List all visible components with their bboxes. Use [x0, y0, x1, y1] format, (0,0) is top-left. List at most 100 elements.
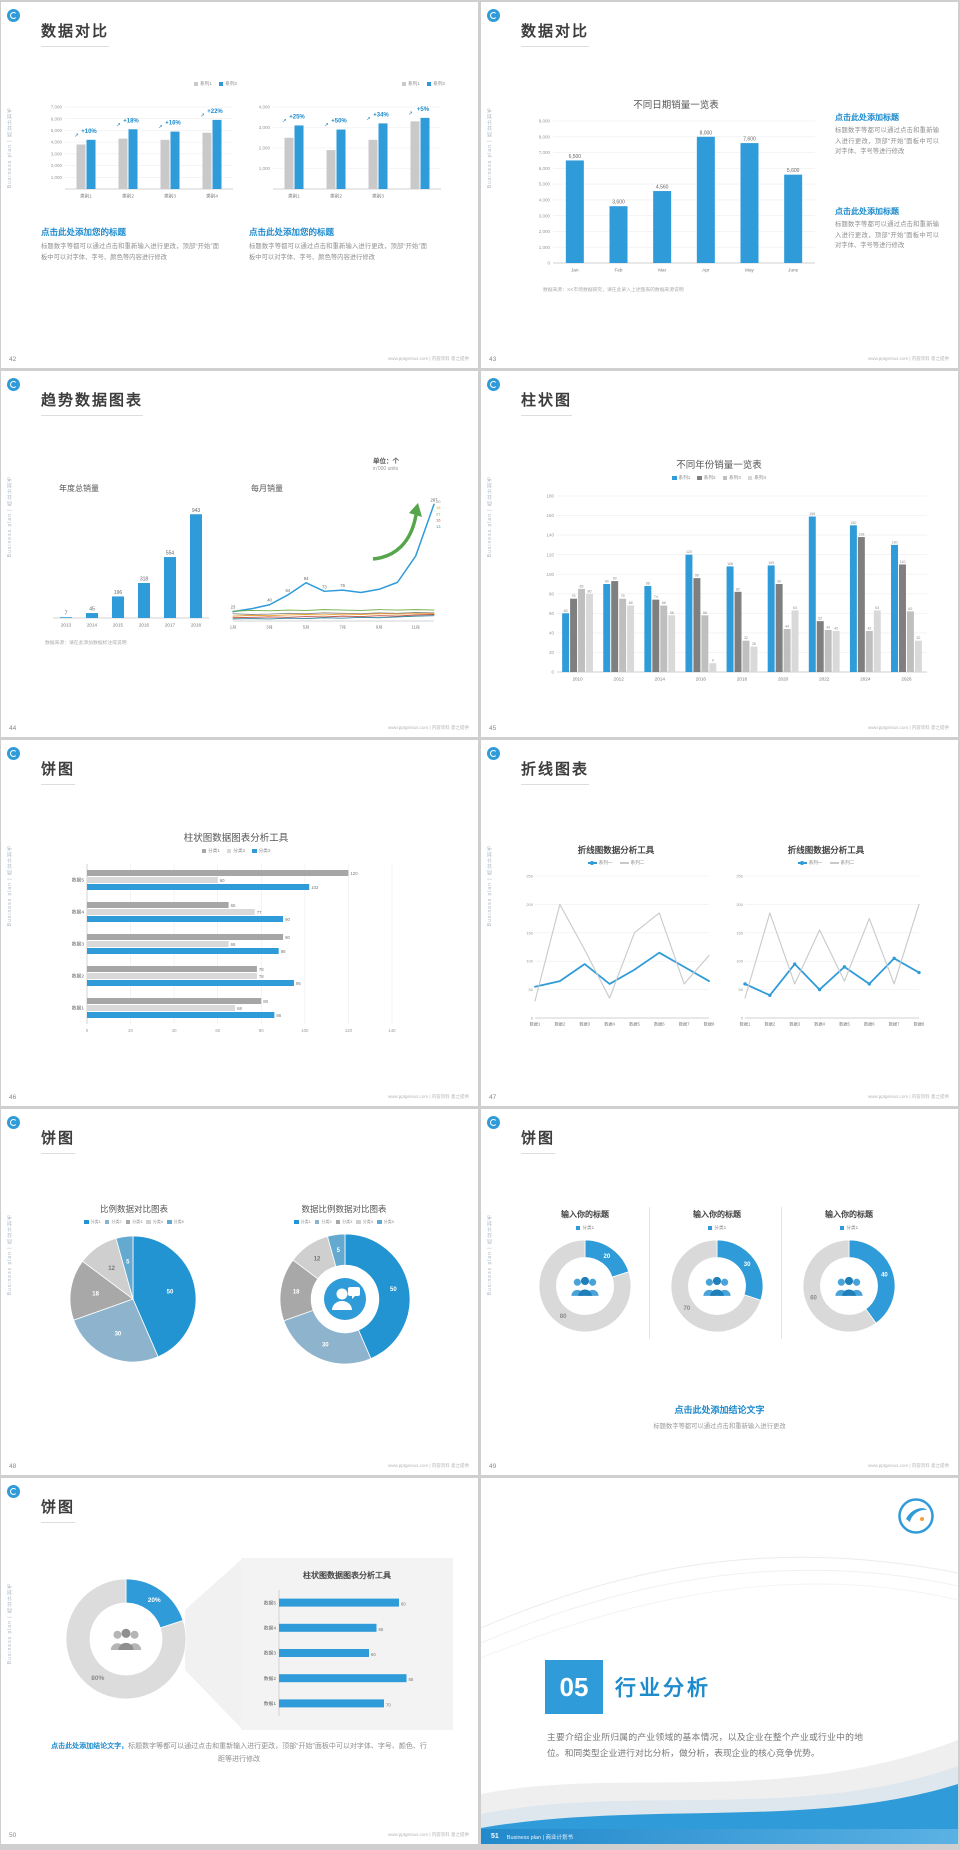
svg-text:5月: 5月: [303, 625, 310, 631]
svg-text:0: 0: [531, 1016, 534, 1021]
page-number: 50: [9, 1832, 17, 1839]
svg-text:82: 82: [736, 587, 740, 591]
svg-text:2018: 2018: [737, 677, 748, 682]
slide-title: 饼图: [521, 1127, 556, 1154]
grouped-bar-chart-left: 1,000 2,000 3,000 4,000 5,000 6,000 7,000 +10% ↗…: [41, 92, 237, 200]
svg-text:20: 20: [436, 499, 441, 504]
slide-45[interactable]: Business plan | 商业计划书 柱状图 不同年份销量一览表 系列1 系…: [481, 371, 958, 737]
svg-text:7,600: 7,600: [743, 137, 756, 143]
pie-chart: 50 30 18 12 5: [69, 1235, 197, 1363]
unit-sublabel: in'000 units: [373, 466, 399, 472]
svg-text:数据4: 数据4: [264, 1625, 277, 1632]
svg-text:数据7: 数据7: [679, 1021, 690, 1028]
brand-logo-icon: [7, 378, 20, 391]
chart-title: 每月销量: [251, 484, 283, 493]
slide-title: 饼图: [41, 758, 76, 785]
svg-text:4,000: 4,000: [51, 140, 63, 145]
svg-text:16: 16: [436, 518, 441, 523]
svg-text:32: 32: [916, 636, 920, 640]
svg-text:1月: 1月: [230, 625, 237, 631]
donut-chart: 20% 80%: [65, 1578, 187, 1700]
slide-43[interactable]: Business plan | 商业计划书 数据对比 不同日期销量一览表 0 1,…: [481, 2, 958, 368]
brand-logo-icon: [487, 9, 500, 22]
svg-text:70: 70: [684, 1306, 691, 1312]
slide-46[interactable]: Business plan | 商业计划书 饼图 柱状图数据图表分析工具 分类1…: [1, 740, 478, 1106]
svg-text:数据8: 数据8: [704, 1021, 715, 1028]
slide-title: 饼图: [41, 1496, 76, 1523]
svg-text:数据5: 数据5: [839, 1021, 850, 1028]
svg-text:138: 138: [858, 533, 864, 537]
svg-text:120: 120: [345, 1028, 353, 1033]
chart-legend: 分类1 分类2 分类3 分类4 分类5: [39, 1219, 229, 1225]
yearly-grouped-bar-chart: 0 20 40 60 80 100 120 140 160 180 60 75 85 80 2010 90 93…: [533, 487, 931, 683]
connector-beam: [185, 1558, 243, 1730]
svg-text:20: 20: [128, 1028, 133, 1033]
grouped-bar-chart-right: 1,000 2,000 3,000 4,000 +25% ↗ 类别1 +50% ↗ 类别2 +34%…: [249, 92, 445, 200]
svg-text:60: 60: [215, 1028, 220, 1033]
svg-text:类别4: 类别4: [206, 193, 218, 200]
brand-logo-icon: [487, 747, 500, 760]
svg-text:6,500: 6,500: [569, 154, 582, 160]
svg-text:65: 65: [231, 942, 236, 947]
svg-text:11月: 11月: [411, 625, 420, 631]
slide-title: 数据对比: [41, 20, 110, 47]
chart-title: 折线图数据分析工具: [787, 845, 865, 855]
svg-text:180: 180: [546, 494, 554, 499]
svg-text:30: 30: [322, 1342, 329, 1348]
svg-text:5,000: 5,000: [51, 128, 63, 133]
svg-text:↗: ↗: [74, 133, 79, 139]
svg-text:110: 110: [900, 560, 906, 564]
svg-text:3,600: 3,600: [612, 200, 625, 206]
svg-text:3月: 3月: [266, 625, 273, 631]
svg-text:90: 90: [777, 580, 781, 584]
svg-text:6,000: 6,000: [51, 116, 63, 121]
svg-text:65: 65: [231, 903, 236, 908]
svg-text:5: 5: [337, 1248, 341, 1254]
company-logo-icon: [898, 1498, 934, 1534]
chart-title: 柱状图数据图表分析工具: [183, 833, 289, 844]
svg-text:0: 0: [741, 1016, 744, 1021]
svg-text:100: 100: [546, 572, 554, 577]
svg-text:数据4: 数据4: [72, 909, 85, 916]
chart-legend: 分类1 分类2 分类3: [76, 848, 396, 854]
chart-legend: 分类1: [521, 1225, 649, 1231]
svg-text:数据5: 数据5: [72, 877, 85, 884]
svg-text:数据2: 数据2: [72, 973, 85, 980]
svg-text:数据2: 数据2: [554, 1021, 565, 1028]
svg-text:2014: 2014: [87, 623, 98, 628]
page-number: 46: [9, 1094, 17, 1101]
footer-url: www.pptgenius.com | 内容资料 意之提供: [388, 1463, 469, 1468]
svg-text:+18%: +18%: [123, 118, 139, 124]
section-heading: 点击此处添加标题: [835, 113, 899, 122]
slide-50[interactable]: Business plan | 商业计划书 饼图 20% 80% 柱状图数据图表分…: [1, 1478, 478, 1844]
svg-text:2015: 2015: [113, 623, 124, 628]
svg-text:78: 78: [259, 967, 264, 972]
sidebar-vertical-text: Business plan | 商业计划书: [487, 107, 493, 189]
svg-text:68: 68: [629, 601, 633, 605]
slide-42[interactable]: Business plan | 商业计划书 数据对比 系列1 系列2 1,000 2…: [1, 2, 478, 368]
brand-logo-icon: [7, 1485, 20, 1498]
slide-49[interactable]: Business plan | 商业计划书 饼图 输入你的标题 分类1 20 80…: [481, 1109, 958, 1475]
svg-text:63: 63: [793, 606, 797, 610]
conclusion-text: 点击此处添加结论文字，标题数字等都可以通过点击和重新输入进行更改，顶部“开始”面…: [49, 1740, 429, 1767]
svg-text:73: 73: [322, 584, 327, 589]
slide-44[interactable]: Business plan | 商业计划书 趋势数据图表 单位：个 in'000…: [1, 371, 478, 737]
slide-47[interactable]: Business plan | 商业计划书 折线图表 折线图数据分析工具 系列一…: [481, 740, 958, 1106]
page-number: 45: [489, 725, 497, 732]
footer-url: www.pptgenius.com | 内容资料 意之提供: [388, 1832, 469, 1837]
svg-text:7,000: 7,000: [51, 105, 63, 110]
line-chart-right: 0 50 100 150 200 250 数据1 数据2 数据3 数据4 数据5 数据6 数据7 数据8: [727, 870, 925, 1028]
chart-legend: 系列一 系列二: [727, 860, 925, 866]
svg-text:2010: 2010: [572, 677, 583, 682]
svg-text:↗: ↗: [408, 111, 413, 117]
svg-text:32: 32: [744, 636, 748, 640]
svg-text:120: 120: [686, 550, 692, 554]
slide-48[interactable]: Business plan | 商业计划书 饼图 比例数据对比图表 分类1 分类2…: [1, 1109, 478, 1475]
donut-heading: 输入你的标题: [561, 1210, 609, 1219]
slide-51[interactable]: 05 行业分析 主要介绍企业所归属的产业领域的基本情况，以及企业在整个产业或行业…: [481, 1478, 958, 1844]
svg-text:102: 102: [311, 885, 319, 890]
chart-legend: 系列1 系列2: [41, 81, 237, 87]
unit-label: 单位：个: [373, 458, 399, 465]
svg-text:318: 318: [140, 577, 149, 583]
svg-text:2022: 2022: [819, 677, 830, 682]
